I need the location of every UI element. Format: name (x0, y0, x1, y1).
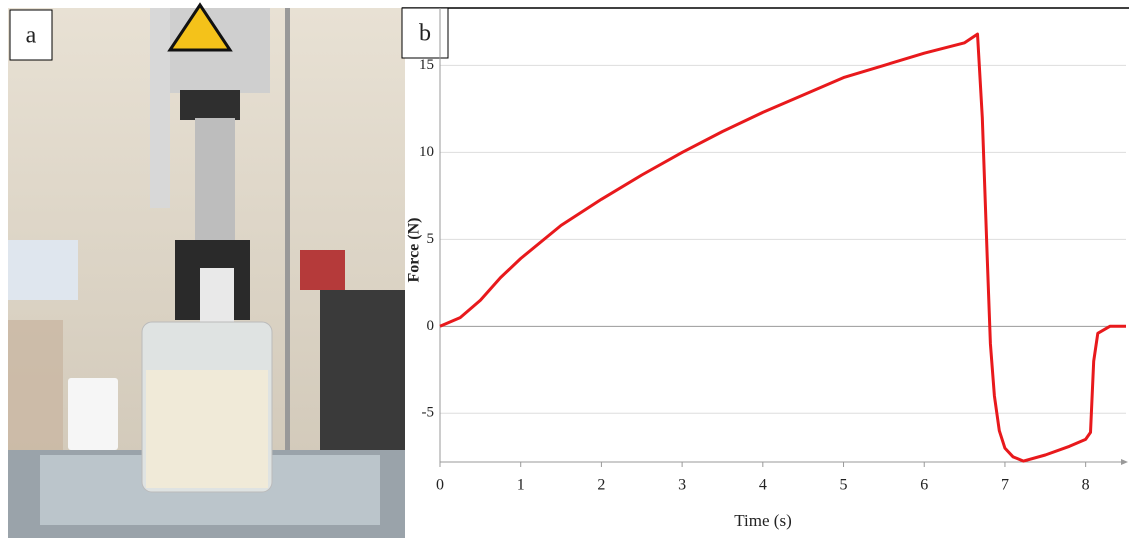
y-tick-label: 5 (427, 231, 435, 247)
photo: a (8, 2, 405, 538)
x-tick-label: 4 (759, 477, 767, 494)
x-tick-label: 3 (678, 477, 686, 494)
y-tick-label: 0 (427, 318, 435, 334)
x-tick-label: 0 (436, 477, 444, 494)
x-tick-label: 6 (920, 477, 928, 494)
y-tick-label: 10 (419, 144, 434, 160)
force-line (439, 32, 1126, 463)
x-axis-label: Time (s) (734, 511, 791, 530)
y-axis-label: Force (N) (406, 218, 423, 283)
x-tick-label: 8 (1082, 477, 1090, 494)
y-tick-label: -5 (422, 405, 435, 421)
x-tick-label: 7 (1001, 477, 1009, 494)
y-tick-label: 15 (419, 57, 434, 73)
panel-label: b (419, 21, 431, 47)
panel-label: a (26, 23, 37, 49)
x-tick-label: 1 (517, 477, 525, 494)
axis-arrow (1121, 459, 1128, 465)
x-tick-label: 2 (597, 477, 605, 494)
x-tick-label: 5 (840, 477, 848, 494)
